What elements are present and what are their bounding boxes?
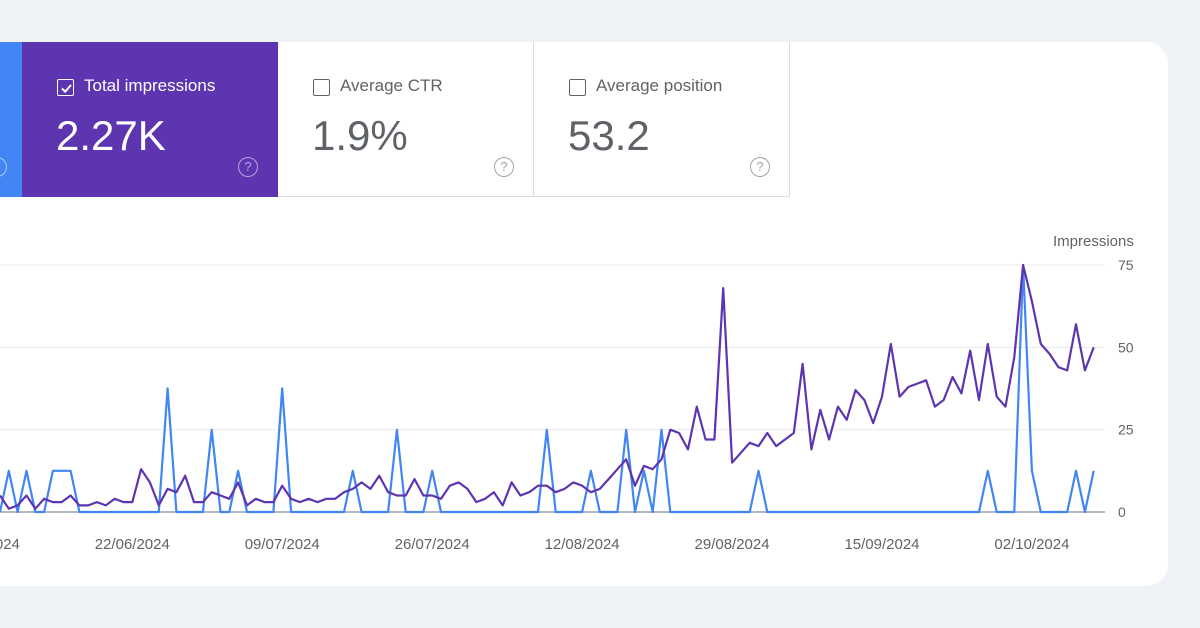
y-tick-label: 25 [1118,422,1134,438]
y-tick-label: 50 [1118,339,1134,355]
checkbox-unchecked-icon[interactable] [313,79,330,96]
help-icon[interactable]: ? [494,157,514,177]
card-value: 53.2 [568,112,650,159]
checkbox-checked-icon[interactable] [57,79,74,96]
average-ctr-card[interactable]: Average CTR 1.9% ? [278,42,534,197]
card-label: Average position [596,76,723,95]
x-tick-label: 26/07/2024 [395,536,470,553]
series-line-clicks [0,263,1095,514]
card-value: 2.27K [56,112,166,159]
x-tick-label: 02/10/2024 [994,536,1069,553]
total-impressions-card[interactable]: Total impressions 2.27K ? [22,42,278,197]
y-tick-label: 0 [1118,504,1126,520]
right-axis-title: Impressions [1053,233,1134,250]
help-icon[interactable]: ? [238,157,258,177]
y-tick-label: 75 [1118,257,1134,273]
x-tick-label: 29/08/2024 [695,536,770,553]
x-tick-label: 12/08/2024 [545,536,620,553]
average-position-card[interactable]: Average position 53.2 ? [534,42,790,197]
card-label: Total impressions [84,76,216,95]
x-tick-label: 05/06/2024 [0,536,20,553]
x-tick-label: 15/09/2024 [844,536,919,553]
checkbox-unchecked-icon[interactable] [569,79,586,96]
x-tick-label: 09/07/2024 [245,536,320,553]
x-tick-label: 22/06/2024 [95,536,170,553]
card-label: Average CTR [340,76,443,95]
total-clicks-card[interactable]: ? [0,42,22,197]
series-line-impressions [0,263,1095,510]
help-icon[interactable]: ? [750,157,770,177]
card-value: 1.9% [312,112,408,159]
